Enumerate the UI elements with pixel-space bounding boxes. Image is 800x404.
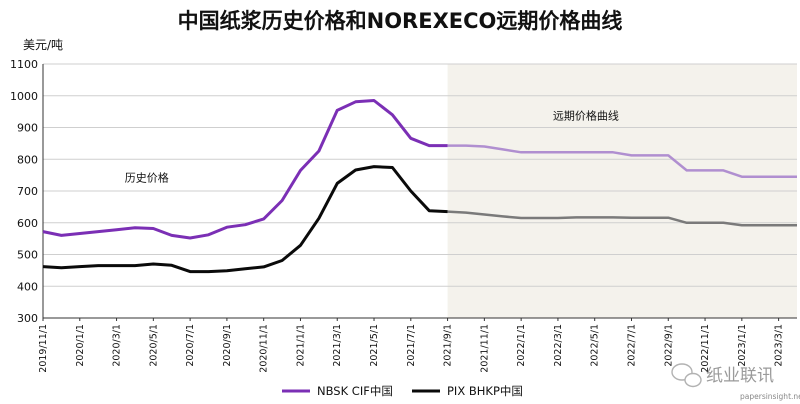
x-tick-label: 2022/5/1 (590, 324, 601, 367)
y-tick-label: 600 (17, 217, 38, 230)
axes (42, 64, 797, 321)
y-tick-label: 300 (17, 312, 38, 325)
legend: NBSK CIF中国 PIX BHKP中国 (282, 384, 523, 398)
x-tick-label: 2021/5/1 (369, 324, 380, 367)
x-tick-label: 2022/9/1 (663, 324, 674, 367)
y-tick-label: 400 (17, 280, 38, 293)
annotation-forward: 远期价格曲线 (553, 109, 619, 123)
y-tick-label: 700 (17, 185, 38, 198)
watermark-text: 纸业联讯 (706, 366, 774, 386)
series-line-pix-history (42, 165, 448, 274)
x-tick-label: 2021/3/1 (332, 324, 343, 367)
series-line-nbsk-forward (447, 144, 797, 178)
x-tick-label: 2020/7/1 (185, 324, 196, 367)
y-tick-labels: 300 400 500 600 700 800 900 1000 1100 (10, 58, 38, 325)
x-tick-label: 2021/1/1 (295, 324, 306, 367)
wechat-icon (671, 363, 702, 388)
x-tick-labels: 2019/11/1 2020/1/1 2020/3/1 2020/5/1 2020/7/… (38, 324, 785, 373)
watermark: 纸业联讯 papersinsight.net (671, 363, 800, 401)
x-tick-label: 2019/11/1 (38, 324, 49, 373)
x-tick-label: 2020/3/1 (112, 324, 123, 367)
legend-label-pix: PIX BHKP中国 (447, 384, 523, 398)
y-axis-unit: 美元/吨 (23, 38, 63, 52)
annotation-history: 历史价格 (125, 170, 169, 184)
legend-label-nbsk: NBSK CIF中国 (317, 384, 393, 398)
x-tick-label: 2023/3/1 (774, 324, 785, 367)
x-tick-label: 2022/1/1 (516, 324, 527, 367)
y-tick-label: 1100 (10, 58, 38, 71)
grid-lines (43, 63, 797, 287)
x-tick-label: 2022/7/1 (626, 324, 637, 367)
x-tick-label: 2020/1/1 (75, 324, 86, 367)
y-tick-label: 900 (17, 122, 38, 135)
x-tick-label: 2020/11/1 (259, 324, 270, 373)
x-tick-label: 2021/7/1 (406, 324, 417, 367)
y-tick-label: 1000 (10, 90, 38, 103)
y-tick-label: 500 (17, 249, 38, 262)
x-tick-label: 2020/5/1 (148, 324, 159, 367)
series-line-nbsk-history (42, 99, 448, 240)
x-tick-label: 2021/9/1 (443, 324, 454, 367)
x-tick-label: 2021/11/1 (479, 324, 490, 373)
series-lines (42, 99, 797, 274)
chart-title: 中国纸浆历史价格和NOREXECO远期价格曲线 (178, 9, 623, 33)
series-line-pix-forward (447, 210, 797, 227)
x-tick-label: 2023/1/1 (737, 324, 748, 367)
watermark-url: papersinsight.net (740, 392, 800, 401)
x-tick-label: 2022/11/1 (700, 324, 711, 373)
x-tick-label: 2022/3/1 (553, 324, 564, 367)
y-tick-label: 800 (17, 153, 38, 166)
x-tick-label: 2020/9/1 (222, 324, 233, 367)
